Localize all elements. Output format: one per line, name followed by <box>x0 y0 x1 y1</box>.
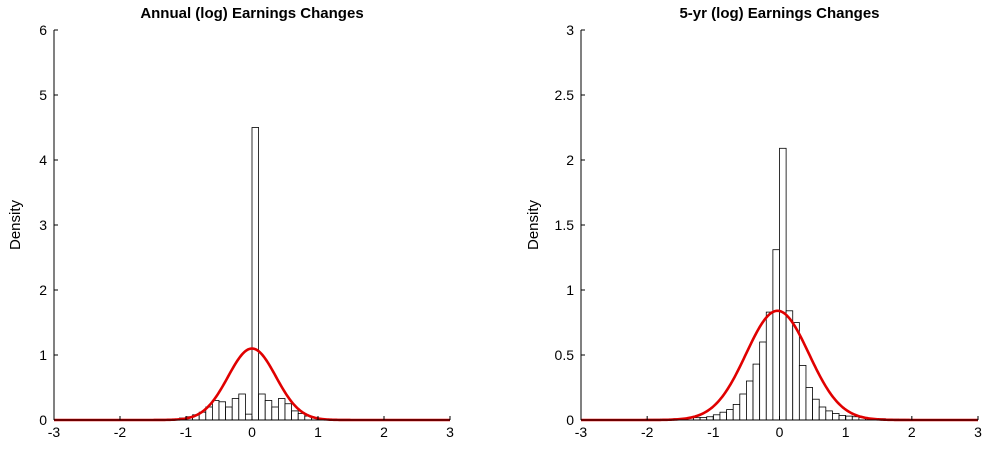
left-histogram-bar <box>231 398 240 421</box>
left-chart-title: Annual (log) Earnings Changes <box>140 5 363 22</box>
right-histogram-bar <box>798 364 807 421</box>
left-chart-ylabel: Density <box>7 199 24 250</box>
left-x-tick-label: 0 <box>248 424 256 440</box>
right-x-tick-label: -2 <box>641 424 654 440</box>
left-histogram-bar <box>264 400 273 421</box>
right-histogram-bar <box>746 380 754 421</box>
left-y-tick-label: 0 <box>39 412 47 428</box>
right-histogram-bar <box>719 411 727 421</box>
left-histogram-bar <box>211 400 220 421</box>
left-chart: Annual (log) Earnings Changes Density -3… <box>7 5 454 440</box>
left-histogram-bar <box>238 393 246 421</box>
right-x-tick-label: 1 <box>842 424 850 440</box>
right-chart-title: 5-yr (log) Earnings Changes <box>679 5 879 22</box>
right-y-tick-label: 2.5 <box>555 87 575 103</box>
left-y-tick-label: 1 <box>39 347 47 363</box>
left-histogram-bar <box>244 413 253 421</box>
left-histogram-bar <box>218 401 226 421</box>
left-histogram-bar <box>225 406 233 421</box>
left-x-tick-label: -2 <box>114 424 127 440</box>
right-y-tick-label: 1 <box>566 282 574 298</box>
left-histogram-bar <box>284 403 292 421</box>
left-y-tick-label: 4 <box>39 152 47 168</box>
right-chart: 5-yr (log) Earnings Changes Density -3 -2… <box>525 5 982 440</box>
right-y-tick-label: 0 <box>566 412 574 428</box>
left-y-tick-label: 3 <box>39 217 47 233</box>
right-y-tick-label: 0.5 <box>555 347 575 363</box>
left-x-tick-label: 3 <box>446 424 454 440</box>
right-histogram-bar <box>712 414 721 421</box>
right-histogram-bar <box>765 311 774 421</box>
left-histogram-bar <box>277 398 286 421</box>
right-x-tick-label: 2 <box>908 424 916 440</box>
left-x-tick-label: -1 <box>180 424 193 440</box>
right-histogram-bar <box>812 398 820 421</box>
right-histogram-bar <box>825 410 833 421</box>
right-histogram-bar <box>779 147 787 421</box>
right-x-tick-label: -1 <box>707 424 720 440</box>
right-chart-ylabel: Density <box>525 199 542 250</box>
left-x-tick-label: -3 <box>48 424 61 440</box>
right-x-tick-label: 0 <box>776 424 784 440</box>
left-y-tick-label: 5 <box>39 87 47 103</box>
left-y-tick-label: 2 <box>39 282 47 298</box>
right-y-tick-label: 3 <box>566 22 574 38</box>
right-x-tick-label: 3 <box>974 424 982 440</box>
right-histogram-bar <box>785 310 794 421</box>
left-y-tick-label: 6 <box>39 22 47 38</box>
left-x-tick-label: 1 <box>314 424 322 440</box>
right-histogram-bar <box>732 403 741 421</box>
left-histogram-bar <box>258 393 266 421</box>
right-histogram-bar <box>759 341 767 421</box>
left-histogram-bar <box>251 127 259 421</box>
right-histogram-bar <box>752 363 761 421</box>
right-histogram-bar <box>845 415 853 421</box>
right-histogram-bar <box>792 322 800 421</box>
right-histogram-bar <box>739 393 747 421</box>
left-axes: -3 -2 -1 0 1 2 3 0 1 2 3 4 5 6 <box>39 22 454 440</box>
right-y-tick-label: 1.5 <box>555 217 575 233</box>
right-histogram <box>646 147 913 421</box>
right-histogram-bar <box>726 409 734 421</box>
right-histogram-bar <box>838 415 847 421</box>
left-histogram <box>165 127 339 421</box>
right-histogram-bar <box>818 406 827 421</box>
right-x-tick-label: -3 <box>575 424 588 440</box>
right-axes: -3 -2 -1 0 1 2 3 0 0.5 1 1.5 2 2.5 3 <box>555 22 983 440</box>
right-histogram-bar <box>805 387 813 421</box>
right-y-tick-label: 2 <box>566 152 574 168</box>
right-histogram-bar <box>832 413 840 421</box>
left-x-tick-label: 2 <box>380 424 388 440</box>
right-histogram-bar <box>772 249 780 421</box>
left-histogram-bar <box>291 410 299 421</box>
left-histogram-bar <box>271 406 279 421</box>
